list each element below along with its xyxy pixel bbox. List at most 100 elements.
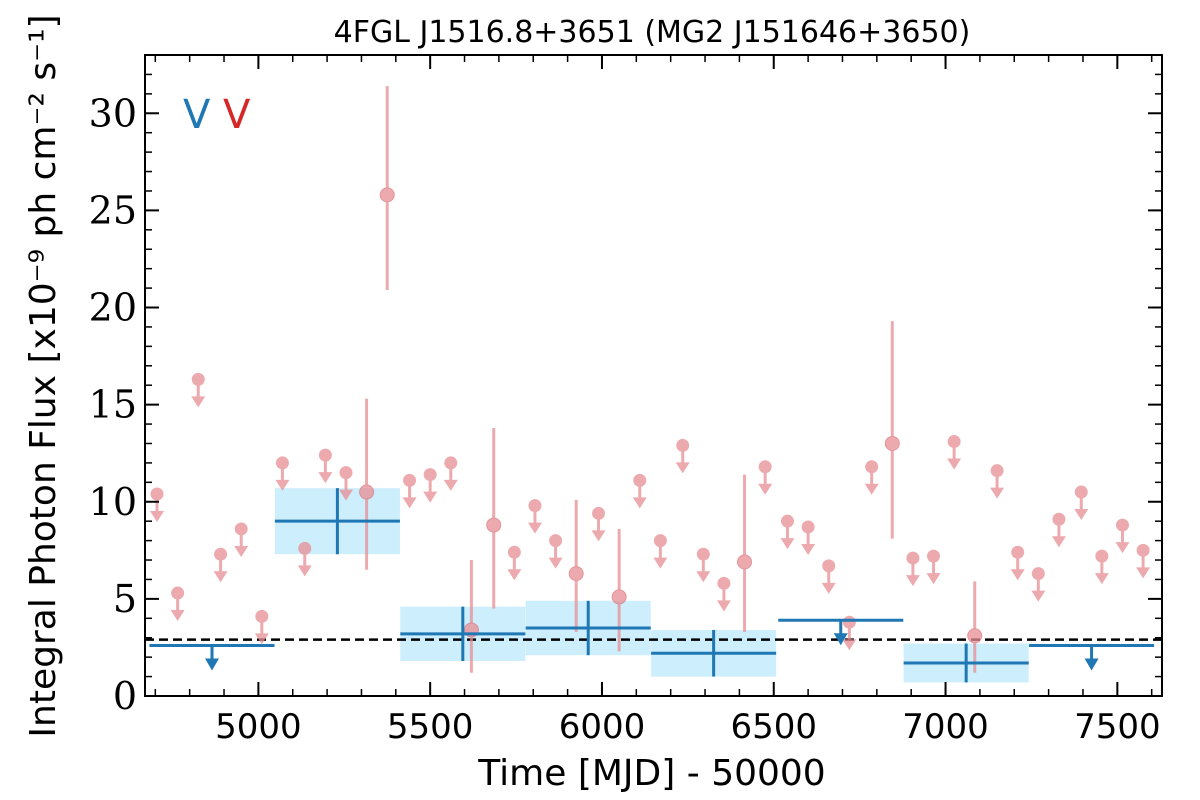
monthly-ul-arrow xyxy=(591,530,606,542)
monthly-marker xyxy=(737,554,753,570)
monthly-ul-arrow xyxy=(675,462,690,474)
plot-frame xyxy=(144,54,1163,697)
monthly-point-42 xyxy=(1031,567,1046,602)
monthly-point-5 xyxy=(254,609,269,645)
monthly-ul-marker xyxy=(528,499,542,513)
monthly-point-40 xyxy=(990,464,1005,499)
monthly-ul-arrow xyxy=(947,458,962,470)
yearly-bin-points xyxy=(149,488,1155,683)
x-tick-label: 5000 xyxy=(215,707,302,747)
monthly-ul-arrow xyxy=(548,557,563,569)
monthly-ul-marker xyxy=(234,522,248,536)
monthly-point-22 xyxy=(611,528,627,652)
monthly-point-16 xyxy=(486,427,502,609)
marker-label-1: V xyxy=(223,92,251,138)
axis-ticks: 5000 5500 6000 6500 7000 7500 0 5 10 15 20 25 30 xyxy=(89,54,1162,747)
monthly-ul-arrow xyxy=(716,600,731,612)
monthly-ul-marker xyxy=(592,506,606,520)
monthly-point-46 xyxy=(1115,518,1130,554)
monthly-ul-arrow xyxy=(254,633,269,645)
monthly-ul-marker xyxy=(444,456,458,470)
monthly-ul-marker xyxy=(1095,549,1109,563)
monthly-ul-arrow xyxy=(1074,509,1089,521)
monthly-point-20 xyxy=(568,499,584,632)
monthly-ul-marker xyxy=(1031,567,1045,581)
monthly-ul-arrow xyxy=(821,582,836,594)
x-tick-label: 6500 xyxy=(730,707,817,747)
monthly-point-37 xyxy=(926,549,941,585)
monthly-ul-marker xyxy=(717,576,731,590)
monthly-point-28 xyxy=(737,474,753,632)
monthly-ul-marker xyxy=(150,487,164,501)
monthly-marker xyxy=(967,628,983,644)
monthly-ul-arrow xyxy=(864,483,879,495)
monthly-ul-marker xyxy=(1115,518,1129,532)
monthly-point-18 xyxy=(527,499,542,534)
monthly-point-47 xyxy=(1136,543,1151,579)
monthly-ul-marker xyxy=(801,520,815,534)
monthly-ul-arrow xyxy=(842,639,857,651)
monthly-ul-marker xyxy=(865,460,879,474)
monthly-point-39 xyxy=(967,581,983,673)
monthly-ul-marker xyxy=(653,534,667,548)
monthly-ul-marker xyxy=(191,372,205,386)
monthly-ul-marker xyxy=(1052,512,1066,526)
monthly-ul-marker xyxy=(549,534,563,548)
monthly-point-9 xyxy=(338,466,353,501)
monthly-point-44 xyxy=(1074,485,1089,521)
monthly-ul-marker xyxy=(822,559,836,573)
yearly-point-2 xyxy=(400,606,526,662)
monthly-point-30 xyxy=(780,514,795,550)
monthly-ul-arrow xyxy=(1136,567,1151,579)
monthly-point-25 xyxy=(675,438,690,474)
monthly-ul-marker xyxy=(171,586,185,600)
monthly-point-3 xyxy=(213,547,228,583)
monthly-ul-arrow xyxy=(318,472,333,484)
monthly-ul-marker xyxy=(1074,485,1088,499)
monthly-point-17 xyxy=(507,545,522,581)
monthly-point-8 xyxy=(318,448,333,484)
monthly-ul-marker xyxy=(990,464,1004,478)
monthly-ul-marker xyxy=(255,609,269,623)
monthly-point-45 xyxy=(1094,549,1109,585)
monthly-ul-arrow xyxy=(780,538,795,550)
monthly-ul-arrow xyxy=(1031,590,1046,602)
x-tick-label: 6000 xyxy=(559,707,646,747)
monthly-point-14 xyxy=(443,456,458,491)
monthly-point-11 xyxy=(379,86,395,291)
monthly-ul-arrow xyxy=(443,479,458,491)
yearly-point-5 xyxy=(778,618,904,646)
y-tick-label: 10 xyxy=(89,480,137,524)
yearly-point-0 xyxy=(149,643,275,671)
monthly-ul-marker xyxy=(780,514,794,528)
monthly-point-26 xyxy=(696,547,711,583)
monthly-point-0 xyxy=(150,487,165,522)
monthly-point-35 xyxy=(884,321,900,539)
monthly-ul-marker xyxy=(947,435,961,449)
monthly-ul-marker xyxy=(927,549,941,563)
y-tick-label: 0 xyxy=(113,674,137,718)
monthly-ul-marker xyxy=(758,460,772,474)
monthly-point-34 xyxy=(864,460,879,495)
monthly-ul-marker xyxy=(906,551,920,565)
monthly-ul-marker xyxy=(1136,543,1150,557)
monthly-bin-points xyxy=(150,86,1151,673)
y-axis-label: Integral Photon Flux [x10⁻⁹ ph cm⁻² s⁻¹] xyxy=(23,14,64,737)
monthly-point-38 xyxy=(947,435,962,470)
yearly-point-3 xyxy=(525,600,651,656)
monthly-ul-arrow xyxy=(1115,542,1130,554)
monthly-ul-arrow xyxy=(1010,569,1025,581)
monthly-point-7 xyxy=(297,541,312,577)
yearly-ul-arrow xyxy=(1084,658,1099,671)
monthly-ul-arrow xyxy=(527,522,542,534)
monthly-point-43 xyxy=(1051,512,1066,548)
monthly-ul-arrow xyxy=(507,569,522,581)
monthly-ul-arrow xyxy=(632,497,647,509)
monthly-point-4 xyxy=(234,522,249,557)
yearly-point-6 xyxy=(903,643,1029,683)
monthly-ul-marker xyxy=(1011,545,1025,559)
monthly-point-31 xyxy=(801,520,816,556)
monthly-ul-marker xyxy=(842,615,856,629)
monthly-ul-arrow xyxy=(1094,573,1109,585)
